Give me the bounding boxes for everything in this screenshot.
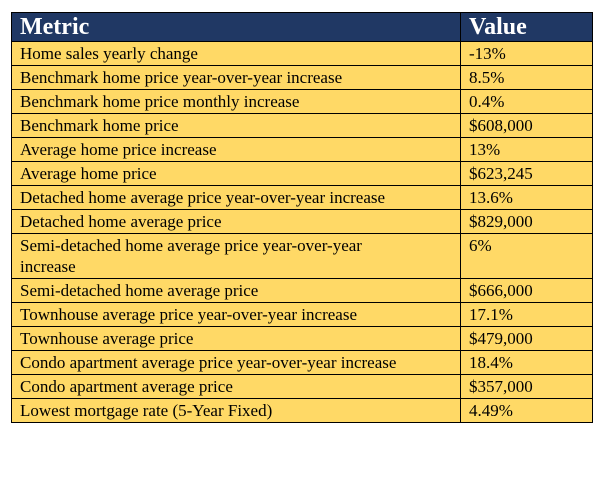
table-row: Benchmark home price monthly increase 0.4… — [11, 89, 593, 114]
metric-label: Condo apartment average price — [20, 377, 233, 396]
metric-cell: Detached home average price year-over-ye… — [11, 185, 461, 210]
value-cell: 18.4% — [460, 350, 593, 375]
value-column-header: Value — [460, 12, 593, 42]
metric-label: Detached home average price — [20, 212, 222, 231]
table-row: Condo apartment average price $357,000 — [11, 374, 593, 399]
value-cell: 13% — [460, 137, 593, 162]
metric-label: Condo apartment average price year-over-… — [20, 353, 397, 372]
value-cell: 6% — [460, 233, 593, 279]
table-row: Average home price increase 13% — [11, 137, 593, 162]
metric-label: Lowest mortgage rate (5-Year Fixed) — [20, 401, 273, 420]
value-cell: $666,000 — [460, 278, 593, 303]
metric-label: Benchmark home price — [20, 116, 179, 135]
metric-column-header: Metric — [11, 12, 461, 42]
value-cell: 0.4% — [460, 89, 593, 114]
metric-cell: Condo apartment average price year-over-… — [11, 350, 461, 375]
metric-label: Townhouse average price — [20, 329, 194, 348]
metric-cell: Home sales yearly change — [11, 41, 461, 66]
header-row: Metric Value — [11, 12, 593, 42]
metric-cell: Townhouse average price year-over-year i… — [11, 302, 461, 327]
value-cell: $479,000 — [460, 326, 593, 351]
value-cell: $357,000 — [460, 374, 593, 399]
metric-cell: Semi-detached home average price — [11, 278, 461, 303]
value-cell: 4.49% — [460, 398, 593, 423]
metric-cell: Lowest mortgage rate (5-Year Fixed) — [11, 398, 461, 423]
metric-label: Home sales yearly change — [20, 44, 198, 63]
table-row: Lowest mortgage rate (5-Year Fixed) 4.49% — [11, 398, 593, 423]
metric-label: Semi-detached home average price year-ov… — [20, 236, 362, 276]
table-row: Home sales yearly change -13% — [11, 41, 593, 66]
table-row: Benchmark home price $608,000 — [11, 113, 593, 138]
value-cell: $829,000 — [460, 209, 593, 234]
table-row: Semi-detached home average price $666,000 — [11, 278, 593, 303]
table-row: Detached home average price $829,000 — [11, 209, 593, 234]
table-row: Average home price $623,245 — [11, 161, 593, 186]
table-row: Condo apartment average price year-over-… — [11, 350, 593, 375]
value-cell: 17.1% — [460, 302, 593, 327]
metric-cell: Benchmark home price — [11, 113, 461, 138]
metric-label: Detached home average price year-over-ye… — [20, 188, 386, 207]
metric-label: Average home price increase — [20, 140, 217, 159]
metric-cell: Benchmark home price year-over-year incr… — [11, 65, 461, 90]
metric-label: Benchmark home price year-over-year incr… — [20, 68, 343, 87]
table-row: Townhouse average price $479,000 — [11, 326, 593, 351]
housing-metrics-table: Metric Value Home sales yearly change -13… — [11, 12, 593, 423]
metric-label: Semi-detached home average price — [20, 281, 259, 300]
metric-label: Townhouse average price year-over-year i… — [20, 305, 357, 324]
table-row: Benchmark home price year-over-year incr… — [11, 65, 593, 90]
metric-cell: Condo apartment average price — [11, 374, 461, 399]
metric-label: Average home price — [20, 164, 157, 183]
value-cell: -13% — [460, 41, 593, 66]
metric-label: Benchmark home price monthly increase — [20, 92, 300, 111]
metric-cell: Townhouse average price — [11, 326, 461, 351]
table-row: Semi-detached home average price year-ov… — [11, 233, 593, 279]
value-cell: $608,000 — [460, 113, 593, 138]
table-row: Townhouse average price year-over-year i… — [11, 302, 593, 327]
metric-cell: Semi-detached home average price year-ov… — [11, 233, 461, 279]
table-row: Detached home average price year-over-ye… — [11, 185, 593, 210]
value-cell: 8.5% — [460, 65, 593, 90]
value-cell: $623,245 — [460, 161, 593, 186]
metric-cell: Average home price — [11, 161, 461, 186]
metric-cell: Benchmark home price monthly increase — [11, 89, 461, 114]
metric-cell: Average home price increase — [11, 137, 461, 162]
value-cell: 13.6% — [460, 185, 593, 210]
metric-cell: Detached home average price — [11, 209, 461, 234]
